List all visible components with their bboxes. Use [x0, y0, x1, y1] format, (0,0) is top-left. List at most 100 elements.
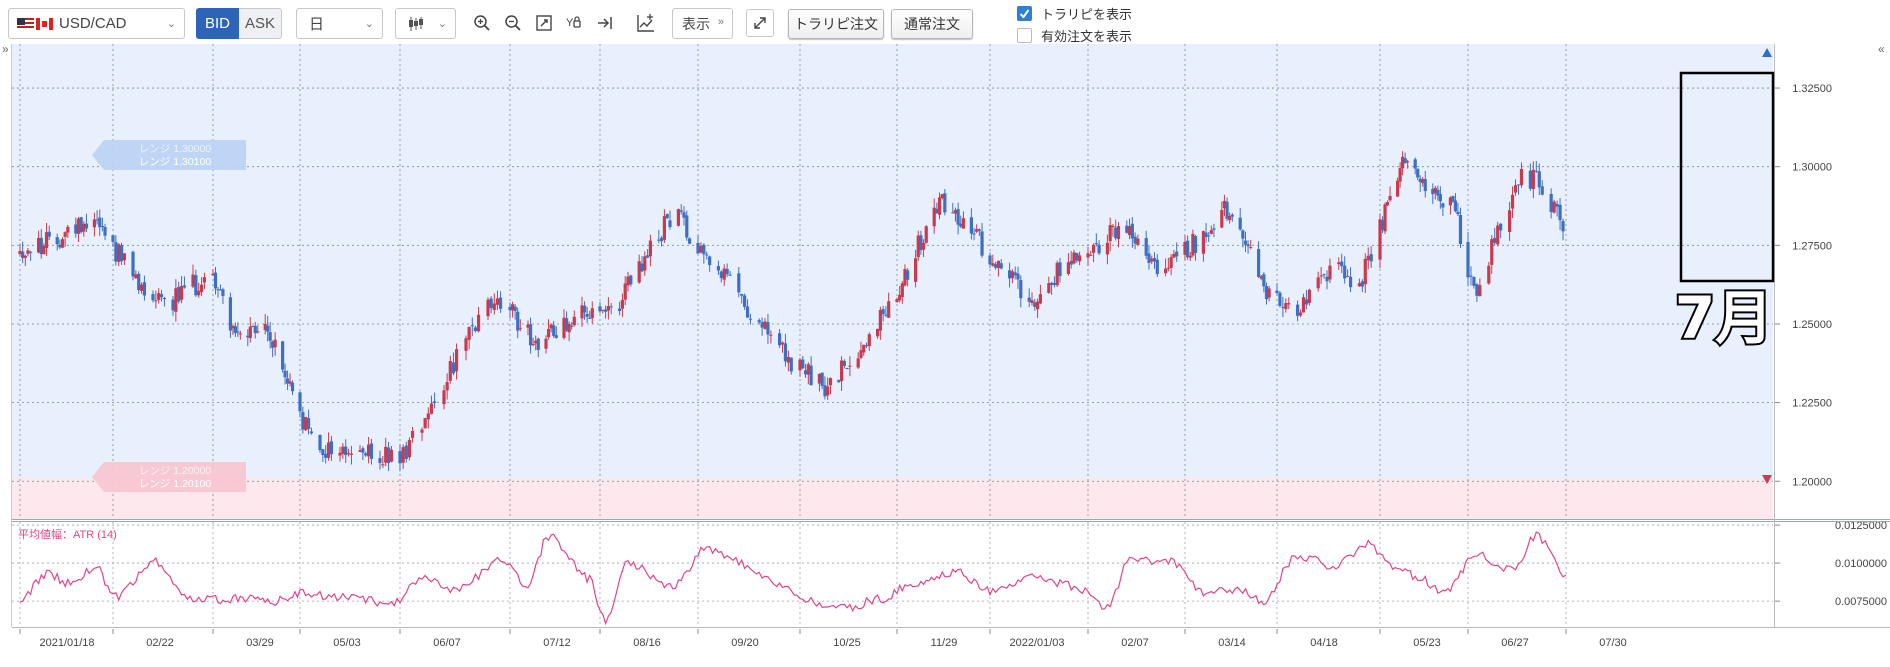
show-active-orders-row[interactable]: 有効注文を表示 — [1017, 26, 1132, 45]
zoom-in-button[interactable] — [470, 11, 494, 35]
y-scale-button[interactable]: Y — [562, 11, 586, 35]
candle-body — [757, 320, 761, 323]
candle-body — [1186, 240, 1190, 258]
add-indicator-button[interactable] — [634, 11, 658, 35]
candle — [1191, 229, 1195, 258]
candle-body — [151, 294, 155, 301]
candle — [1438, 186, 1442, 209]
display-menu[interactable]: 表示 » — [672, 8, 733, 39]
candle — [943, 189, 947, 216]
candle — [662, 209, 666, 243]
fit-button[interactable] — [532, 11, 556, 35]
candle-body — [1030, 300, 1034, 304]
candle — [162, 296, 167, 307]
candle-body — [117, 244, 121, 262]
zoom-out-button[interactable] — [501, 11, 525, 35]
candle-body — [534, 340, 538, 344]
candle — [271, 340, 275, 358]
candle-body — [306, 418, 311, 430]
candlestick-icon — [409, 16, 423, 31]
candle-body — [1052, 283, 1056, 285]
candle — [42, 243, 46, 255]
candle — [1212, 223, 1216, 238]
candle-body — [1243, 240, 1248, 245]
july-highlight-box — [1679, 71, 1775, 283]
candle-body — [648, 240, 652, 257]
candle — [1552, 199, 1556, 214]
candle — [454, 343, 459, 380]
candle — [202, 272, 207, 289]
candle-body — [937, 197, 942, 215]
candle — [826, 377, 830, 400]
candle — [1418, 175, 1422, 192]
scroll-end-button[interactable] — [593, 11, 617, 35]
candle — [699, 242, 703, 254]
candle — [1549, 188, 1553, 219]
candle — [769, 330, 773, 344]
candle-body — [953, 210, 958, 214]
candle — [263, 314, 267, 335]
candle — [251, 325, 255, 328]
candle — [1111, 223, 1115, 237]
symbol-select[interactable]: USD/CAD ⌄ — [8, 8, 185, 39]
candle — [197, 282, 201, 298]
x-tick-label: 03/29 — [246, 637, 274, 649]
candle — [1220, 201, 1224, 229]
show-active-orders-checkbox[interactable] — [1017, 28, 1032, 43]
chart-type-select[interactable]: ⌄ — [395, 8, 456, 39]
candle — [585, 307, 589, 323]
bid-button[interactable]: BID — [196, 8, 239, 39]
candle-body — [895, 298, 899, 302]
scroll-up-icon[interactable] — [1762, 48, 1772, 57]
expand-left-panel-icon[interactable]: » — [2, 42, 9, 56]
candle — [281, 340, 285, 373]
candle — [1328, 258, 1332, 284]
candle — [134, 270, 138, 279]
candle-body — [900, 283, 904, 298]
normal-order-button[interactable]: 通常注文 — [891, 9, 973, 39]
candle-body — [1281, 306, 1285, 308]
candle — [702, 243, 706, 264]
candle — [534, 335, 538, 351]
show-trap-checkbox[interactable] — [1017, 6, 1032, 21]
candle — [921, 239, 926, 258]
candle — [1228, 212, 1232, 224]
candle — [1050, 281, 1054, 295]
y-tick-label: 1.27500 — [1792, 240, 1832, 252]
candle — [233, 322, 237, 337]
candle-body — [789, 357, 793, 372]
candle-body — [972, 233, 976, 235]
candle — [432, 392, 437, 409]
candle — [467, 326, 471, 350]
expand-button[interactable] — [746, 9, 774, 37]
candle — [798, 357, 802, 377]
ask-button[interactable]: ASK — [239, 8, 282, 39]
scroll-down-icon[interactable] — [1762, 475, 1772, 484]
candle-body — [1348, 276, 1353, 288]
candle-body — [454, 349, 459, 372]
candle-body — [588, 317, 592, 319]
candle — [1413, 157, 1417, 175]
show-trap-row[interactable]: トラリピを表示 — [1017, 4, 1132, 23]
candle-body — [216, 289, 220, 291]
collapse-right-panel-icon[interactable]: « — [1878, 42, 1885, 56]
candle-body — [1275, 290, 1279, 294]
trap-order-button[interactable]: トラリピ注文 — [788, 9, 884, 39]
candle — [820, 372, 824, 390]
candle — [361, 446, 365, 461]
candle — [142, 275, 147, 301]
grid-lines — [12, 44, 1773, 627]
candle-body — [943, 193, 947, 213]
candle-body — [1357, 283, 1361, 287]
candle — [1249, 239, 1253, 250]
candle — [609, 303, 613, 315]
candle-body — [273, 339, 277, 348]
candle-body — [197, 290, 201, 296]
chevron-down-icon: ⌄ — [437, 18, 447, 30]
period-select[interactable]: 日 ⌄ — [296, 8, 383, 39]
candle-body — [467, 327, 471, 340]
x-tick-label: 03/14 — [1218, 637, 1246, 649]
range-label-text: レンジ 1.30000 — [139, 143, 212, 155]
candle-body — [682, 212, 686, 218]
